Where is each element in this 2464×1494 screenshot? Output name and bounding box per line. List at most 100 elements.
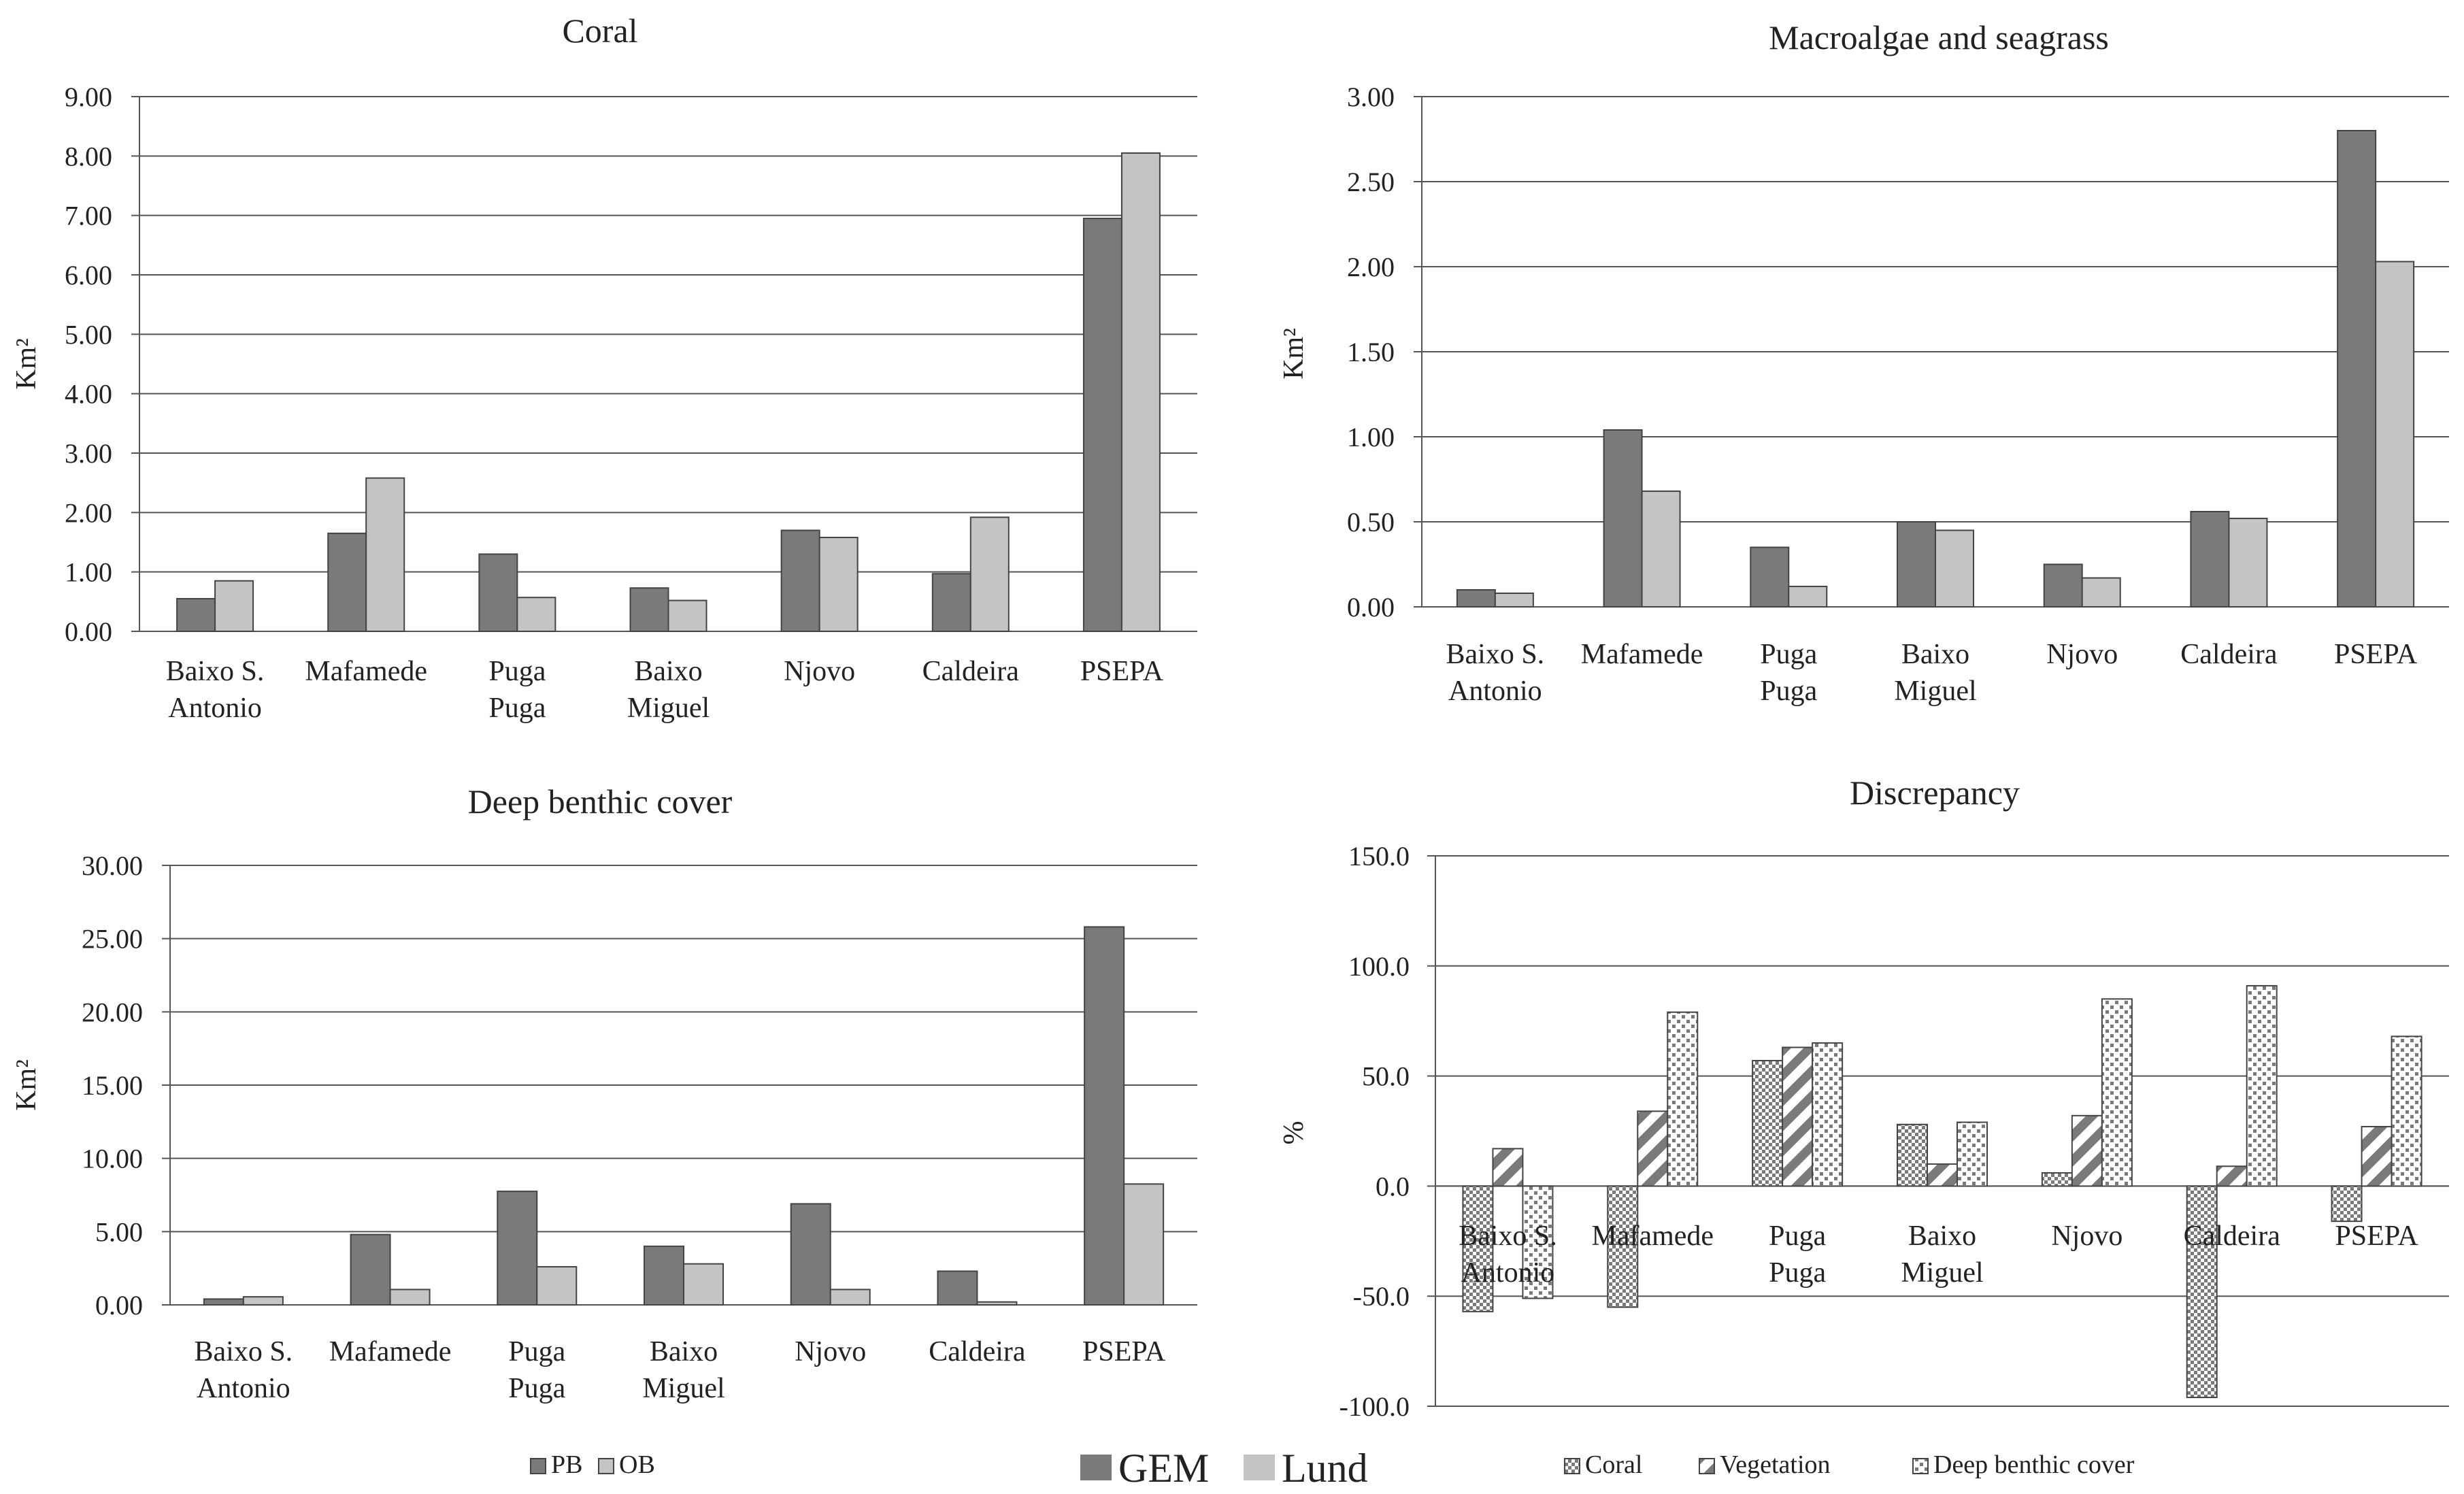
bar-vegetation xyxy=(1927,1163,1958,1187)
bar-ob xyxy=(1120,152,1161,632)
bar-pb xyxy=(1603,429,1643,608)
legend-label-vegetation: Vegetation xyxy=(1720,1450,1831,1479)
bar-pb xyxy=(1750,546,1790,608)
chart-title: Coral xyxy=(562,12,637,50)
bar-pb xyxy=(176,597,216,633)
y-tick-label: 100.0 xyxy=(1348,951,1410,982)
y-tick-label: 15.00 xyxy=(82,1070,143,1101)
y-tick-label: 1.00 xyxy=(1347,422,1395,452)
bar-ob xyxy=(667,599,707,633)
x-tick-label: Miguel xyxy=(642,1373,725,1404)
x-tick-label: PSEPA xyxy=(2335,1221,2418,1252)
bar-vegetation xyxy=(1492,1148,1524,1187)
y-tick-label: 2.50 xyxy=(1347,167,1395,197)
legend-label-deep-benthic: Deep benthic cover xyxy=(1933,1450,2135,1479)
bar-pb xyxy=(478,553,518,633)
x-tick-label: Baixo xyxy=(650,1336,718,1367)
x-tick-label: Antonio xyxy=(168,693,262,724)
bar-ob xyxy=(536,1266,578,1306)
y-tick-label: 3.00 xyxy=(65,438,112,469)
chart-title: Discrepancy xyxy=(1850,774,2020,812)
x-tick-label: Puga xyxy=(508,1336,565,1367)
x-tick-label: PSEPA xyxy=(2334,639,2418,670)
y-tick-label: 1.50 xyxy=(1347,337,1395,367)
y-axis-label: % xyxy=(1278,1121,1310,1145)
legend-swatch-gem xyxy=(1080,1455,1112,1480)
bar-ob xyxy=(1935,529,1974,608)
bar-ob xyxy=(516,597,556,632)
x-tick-label: Mafamede xyxy=(329,1336,452,1367)
bar-pb xyxy=(327,532,367,633)
y-tick-label: 0.00 xyxy=(65,616,112,647)
bar-pb xyxy=(2337,130,2377,608)
x-tick-label: Baixo xyxy=(1901,639,1969,670)
x-tick-label: Mafamede xyxy=(1581,639,1703,670)
y-tick-label: 8.00 xyxy=(65,141,112,171)
x-tick-label: Puga xyxy=(1769,1221,1826,1252)
x-tick-label: Puga xyxy=(1760,639,1817,670)
bar-deep-benthic-cover xyxy=(1522,1185,1554,1299)
bar-pb xyxy=(780,529,820,632)
bar-ob xyxy=(1494,593,1534,608)
bar-coral xyxy=(1607,1185,1639,1308)
y-tick-label: 50.0 xyxy=(1362,1061,1410,1092)
bar-ob xyxy=(969,516,1010,632)
bar-coral xyxy=(1462,1185,1494,1312)
legend-swatch-pb xyxy=(530,1458,546,1474)
bar-pb xyxy=(644,1245,684,1306)
y-tick-label: 30.00 xyxy=(82,850,143,881)
bar-coral xyxy=(2186,1185,2218,1399)
x-tick-label: Miguel xyxy=(1894,676,1976,707)
x-tick-label: PSEPA xyxy=(1080,656,1164,687)
chart-deep-benthic-cover: Deep benthic cover Km² 0.00 5.00 10.00 15.00 2… xyxy=(11,782,1197,1404)
bar-deep-benthic-cover xyxy=(2101,998,2133,1187)
y-axis-label: Km² xyxy=(11,338,42,390)
y-tick-label: 0.0 xyxy=(1376,1171,1410,1201)
bar-coral xyxy=(1897,1123,1928,1187)
bar-ob xyxy=(389,1289,431,1306)
bar-pb xyxy=(350,1233,391,1306)
x-tick-label: Puga xyxy=(508,1373,565,1404)
x-tick-label: Puga xyxy=(1769,1257,1826,1289)
x-tick-label: Puga xyxy=(488,693,546,724)
y-tick-label: 0.00 xyxy=(95,1290,143,1321)
bar-pb xyxy=(1456,589,1496,608)
bar-pb xyxy=(1084,926,1125,1306)
bar-ob xyxy=(818,537,859,632)
bar-pb xyxy=(203,1298,244,1306)
bar-pb xyxy=(2043,563,2083,608)
x-tick-label: Miguel xyxy=(1901,1257,1983,1289)
x-tick-label: Baixo S. xyxy=(1446,639,1545,670)
bar-pb xyxy=(790,1203,831,1306)
bar-vegetation xyxy=(2071,1114,2103,1187)
bar-ob xyxy=(242,1296,284,1306)
y-tick-label: 20.00 xyxy=(82,997,143,1027)
bar-coral xyxy=(2041,1172,2073,1187)
x-tick-label: Caldeira xyxy=(929,1336,1026,1367)
bar-ob xyxy=(976,1301,1018,1306)
bar-pb xyxy=(2190,511,2230,608)
bar-coral xyxy=(1752,1059,1784,1187)
bar-ob xyxy=(1788,586,1828,608)
y-tick-label: 1.00 xyxy=(65,557,112,588)
legend-discrepancy: Coral Vegetation Deep benthic cover xyxy=(1564,1450,2135,1479)
legend-label-coral: Coral xyxy=(1585,1450,1642,1479)
y-tick-label: -50.0 xyxy=(1353,1281,1410,1312)
x-tick-label: Njovo xyxy=(2051,1221,2122,1252)
x-tick-label: Njovo xyxy=(2046,639,2118,670)
x-tick-label: Baixo xyxy=(1908,1221,1976,1252)
x-tick-label: Puga xyxy=(488,656,546,687)
x-tick-label: Njovo xyxy=(795,1336,866,1367)
bar-ob xyxy=(829,1289,871,1306)
bar-vegetation xyxy=(2216,1165,2248,1187)
bar-pb xyxy=(629,587,669,632)
legend-swatch-vegetation xyxy=(1699,1458,1715,1474)
bar-ob xyxy=(1641,491,1681,608)
bar-deep-benthic-cover xyxy=(1812,1042,1844,1187)
x-tick-label: Caldeira xyxy=(922,656,1020,687)
x-tick-label: Njovo xyxy=(784,656,855,687)
bar-ob xyxy=(214,580,254,632)
x-tick-label: Baixo S. xyxy=(166,656,265,687)
bar-pb xyxy=(931,573,971,633)
